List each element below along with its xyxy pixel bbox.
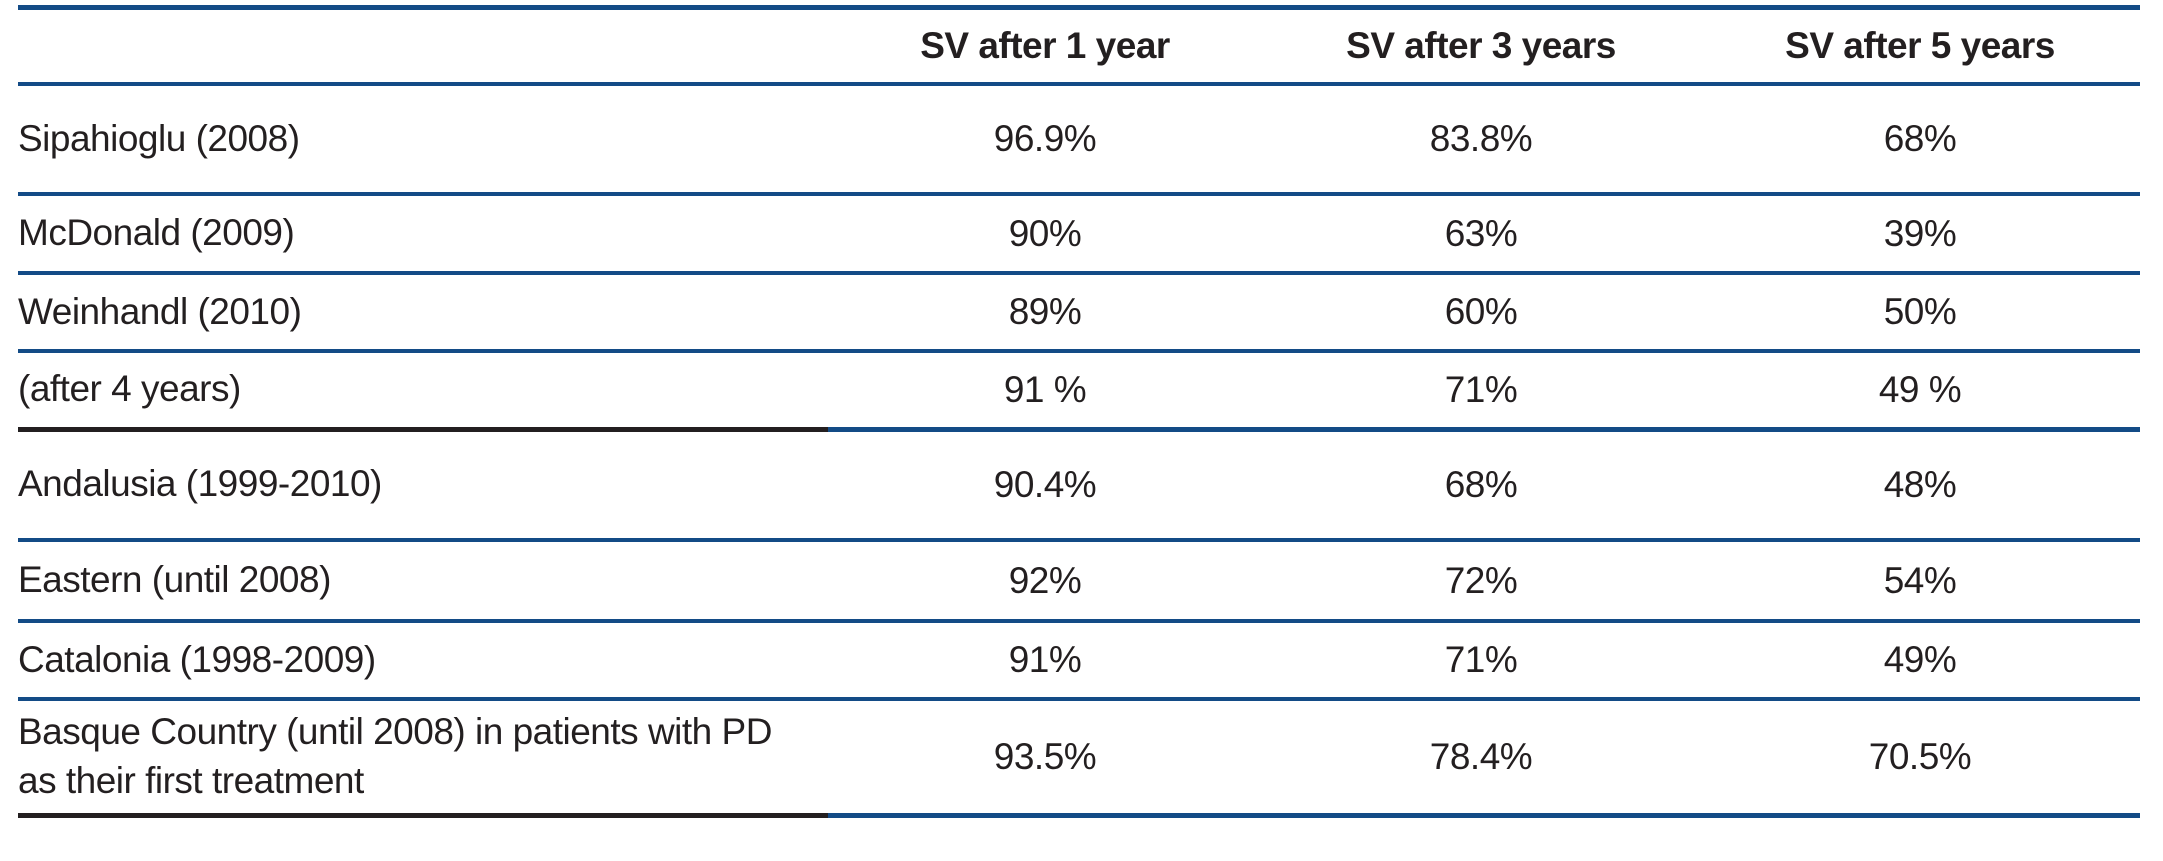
survival-table-wrap: SV after 1 year SV after 3 years SV afte… — [18, 5, 2140, 818]
cell-sv-5-years: 70.5% — [1700, 699, 2140, 818]
cell-sv-3-years: 63% — [1262, 194, 1700, 275]
row-label: McDonald (2009) — [18, 194, 828, 275]
cell-sv-1-year: 91% — [828, 621, 1262, 701]
row-label: Sipahioglu (2008) — [18, 84, 828, 196]
cell-sv-3-years: 72% — [1262, 540, 1700, 623]
cell-sv-3-years: 78.4% — [1262, 699, 1700, 818]
row-label: Catalonia (1998-2009) — [18, 621, 828, 701]
table-row: Eastern (until 2008) 92% 72% 54% — [18, 540, 2140, 623]
row-label: Weinhandl (2010) — [18, 273, 828, 353]
column-header-sv-5-years: SV after 5 years — [1700, 7, 2140, 86]
cell-sv-3-years: 71% — [1262, 351, 1700, 432]
table-row: Catalonia (1998-2009) 91% 71% 49% — [18, 621, 2140, 701]
cell-sv-1-year: 92% — [828, 540, 1262, 623]
cell-sv-3-years: 60% — [1262, 273, 1700, 353]
column-header-sv-3-years: SV after 3 years — [1262, 7, 1700, 86]
cell-sv-5-years: 48% — [1700, 429, 2140, 542]
cell-sv-1-year: 89% — [828, 273, 1262, 353]
row-label: Eastern (until 2008) — [18, 540, 828, 623]
table-row: Weinhandl (2010) 89% 60% 50% — [18, 273, 2140, 353]
corner-cell — [18, 7, 828, 86]
column-header-sv-1-year: SV after 1 year — [828, 7, 1262, 86]
cell-sv-1-year: 91 % — [828, 351, 1262, 432]
cell-sv-1-year: 90.4% — [828, 429, 1262, 542]
table-body: Sipahioglu (2008) 96.9% 83.8% 68% McDona… — [18, 84, 2140, 818]
cell-sv-5-years: 39% — [1700, 194, 2140, 275]
cell-sv-5-years: 49 % — [1700, 351, 2140, 432]
table-row: Sipahioglu (2008) 96.9% 83.8% 68% — [18, 84, 2140, 196]
table-row: Andalusia (1999-2010) 90.4% 68% 48% — [18, 429, 2140, 542]
survival-table: SV after 1 year SV after 3 years SV afte… — [18, 5, 2140, 818]
cell-sv-5-years: 68% — [1700, 84, 2140, 196]
table-row: McDonald (2009) 90% 63% 39% — [18, 194, 2140, 275]
table-row: (after 4 years) 91 % 71% 49 % — [18, 351, 2140, 432]
cell-sv-1-year: 90% — [828, 194, 1262, 275]
cell-sv-1-year: 93.5% — [828, 699, 1262, 818]
cell-sv-3-years: 68% — [1262, 429, 1700, 542]
cell-sv-3-years: 83.8% — [1262, 84, 1700, 196]
cell-sv-3-years: 71% — [1262, 621, 1700, 701]
table-row: Basque Country (until 2008) in patients … — [18, 699, 2140, 818]
cell-sv-1-year: 96.9% — [828, 84, 1262, 196]
row-label: (after 4 years) — [18, 351, 828, 432]
cell-sv-5-years: 54% — [1700, 540, 2140, 623]
row-label: Basque Country (until 2008) in patients … — [18, 699, 828, 818]
row-label: Andalusia (1999-2010) — [18, 429, 828, 542]
cell-sv-5-years: 49% — [1700, 621, 2140, 701]
cell-sv-5-years: 50% — [1700, 273, 2140, 353]
header-row: SV after 1 year SV after 3 years SV afte… — [18, 7, 2140, 86]
